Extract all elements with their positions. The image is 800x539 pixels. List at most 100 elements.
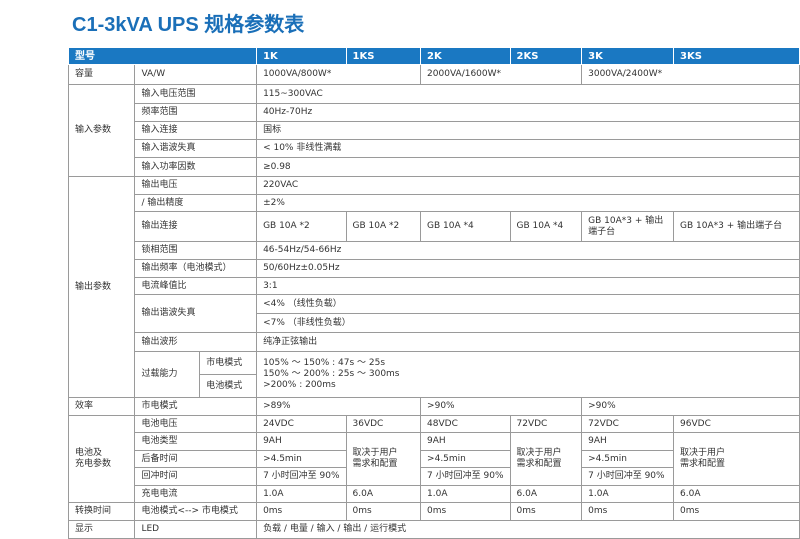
cell: 负载 / 电量 / 输入 / 输出 / 运行模式	[256, 520, 800, 539]
row-label: 充电电流	[134, 485, 258, 503]
cell: 7 小时回冲至 90%	[256, 467, 347, 486]
cell: 9AH	[256, 432, 347, 451]
cell: >4.5min	[256, 450, 347, 468]
cell: ±2%	[256, 194, 800, 212]
group-label: 容量	[67, 64, 136, 85]
row-label: 电池电压	[134, 415, 258, 433]
cell: 0ms	[581, 502, 675, 521]
table-row: 输入连接 国标	[69, 121, 800, 140]
cell: 50/60Hz±0.05Hz	[256, 259, 800, 278]
cell: 6.0A	[345, 485, 422, 503]
table-row: 电流峰值比 3:1	[69, 277, 800, 295]
cell: GB 10A *4	[509, 211, 583, 242]
cell: 1000VA/800W*	[256, 64, 422, 85]
row-label: 电池模式<--> 市电模式	[134, 502, 258, 521]
cell: 取决于用户 需求和配置	[509, 432, 583, 486]
col-2ks: 2KS	[509, 47, 583, 65]
cell: GB 10A*3 + 输出端子台	[581, 211, 675, 242]
table-row: 输出波形 纯净正弦输出	[69, 332, 800, 352]
table-row: 输出连接 GB 10A *2 GB 10A *2 GB 10A *4 GB 10…	[69, 211, 800, 242]
row-label: 输出谐波失真	[134, 294, 258, 333]
cell: >4.5min	[581, 450, 675, 468]
cell: 96VDC	[673, 415, 800, 433]
group-label: 转换时间	[67, 502, 136, 521]
table-row: 电池类型 9AH 取决于用户 需求和配置 9AH 取决于用户 需求和配置 9AH 取…	[69, 432, 800, 486]
table-row: 转换时间 电池模式<--> 市电模式 0ms 0ms 0ms 0ms 0ms 0…	[67, 502, 800, 521]
overload-line: >200% : 200ms	[263, 380, 336, 390]
cell-line: 需求和配置	[680, 459, 726, 469]
capacity-row: 容量 VA/W 1000VA/800W* 2000VA/1600W* 3000V…	[67, 64, 800, 85]
cell: 0ms	[509, 502, 583, 521]
cell: 国标	[256, 121, 800, 140]
table-row: 过载能力 市电模式 105% ～ 150% : 47s ～ 25s 150% ～…	[69, 351, 800, 398]
group-label: 输入参数	[67, 84, 136, 177]
cell: 7 小时回冲至 90%	[581, 467, 675, 486]
cell: 7 小时回冲至 90%	[420, 467, 511, 486]
cell: 0ms	[256, 502, 347, 521]
row-sublabel: 电池模式	[199, 374, 258, 398]
table-row: 效率 市电模式 >89% >90% >90%	[67, 397, 800, 416]
table-row: 显示 LED 负载 / 电量 / 输入 / 输出 / 运行模式	[67, 520, 800, 539]
row-label: / 输出精度	[134, 194, 258, 212]
table-row: 后备时间 >4.5min >4.5min >4.5min	[69, 450, 800, 468]
cell: 220VAC	[256, 176, 800, 195]
cell: 0ms	[673, 502, 800, 521]
overload-line: 105% ～ 150% : 47s ～ 25s	[263, 358, 386, 368]
row-label: 输入谐波失真	[134, 139, 258, 158]
col-3k: 3K	[581, 47, 675, 65]
row-label: 输出电压	[134, 176, 258, 195]
table-row: 输出频率（电池模式） 50/60Hz±0.05Hz	[69, 259, 800, 278]
cell: 48VDC	[420, 415, 511, 433]
table-row: / 输出精度 ±2%	[69, 194, 800, 212]
group-label: 电池及 充电参数	[67, 415, 136, 503]
cell: GB 10A *4	[420, 211, 511, 242]
cell-line: 取决于用户	[516, 448, 562, 458]
overload-line: 150% ～ 200% : 25s ～ 300ms	[263, 369, 400, 379]
cell-line: 取决于用户	[352, 448, 398, 458]
row-label: 电流峰值比	[134, 277, 258, 295]
model-header: 型号	[67, 47, 258, 65]
row-label: LED	[134, 520, 258, 539]
cell: 6.0A	[673, 485, 800, 503]
row-label: 频率范围	[134, 103, 258, 122]
cell: GB 10A*3 + 输出端子台	[673, 211, 800, 242]
cell: 36VDC	[345, 415, 422, 433]
cell: 105% ～ 150% : 47s ～ 25s 150% ～ 200% : 25…	[256, 351, 800, 398]
table-row: 锁相范围 46-54Hz/54-66Hz	[69, 241, 800, 260]
cell: 3000VA/2400W*	[581, 64, 800, 85]
cell: >90%	[581, 397, 800, 416]
row-sublabel: 市电模式	[199, 351, 258, 375]
row-label: 电池类型	[134, 432, 258, 451]
cell: <7% （非线性负载）	[256, 313, 800, 333]
col-1k: 1K	[256, 47, 347, 65]
table-row: 输出参数 输出电压 220VAC	[67, 176, 800, 398]
row-label: 回冲时间	[134, 467, 258, 486]
cell: 46-54Hz/54-66Hz	[256, 241, 800, 260]
cell: 9AH	[581, 432, 675, 451]
cell: 纯净正弦输出	[256, 332, 800, 352]
cell: GB 10A *2	[256, 211, 347, 242]
cell: 1.0A	[420, 485, 511, 503]
row-label: 输入功率因数	[134, 157, 258, 177]
cell: 6.0A	[509, 485, 583, 503]
table-row: 电池及 充电参数 电池电压 24VDC 36VDC 48VDC 72VDC 72V…	[67, 415, 800, 503]
table-row: 输入参数 输入电压范围 115~300VAC	[67, 84, 800, 177]
cell: 40Hz-70Hz	[256, 103, 800, 122]
spec-table: 型号 1K 1KS 2K 2KS 3K 3KS 容量 VA/W 1000VA/8…	[67, 47, 800, 539]
row-label: VA/W	[134, 64, 258, 85]
cell: < 10% 非线性满载	[256, 139, 800, 158]
col-3ks: 3KS	[673, 47, 800, 65]
col-2k: 2K	[420, 47, 511, 65]
cell: ≥0.98	[256, 157, 800, 177]
row-label: 锁相范围	[134, 241, 258, 260]
header-row: 型号 1K 1KS 2K 2KS 3K 3KS	[67, 47, 800, 65]
table-row: 输入功率因数 ≥0.98	[69, 157, 800, 177]
group-label: 显示	[67, 520, 136, 539]
cell: >90%	[420, 397, 583, 416]
cell: <4% （线性负载）	[256, 294, 800, 314]
row-label: 输出连接	[134, 211, 258, 242]
row-label: 后备时间	[134, 450, 258, 468]
table-row: 频率范围 40Hz-70Hz	[69, 103, 800, 122]
cell-line: 需求和配置	[352, 459, 398, 469]
cell: >4.5min	[420, 450, 511, 468]
